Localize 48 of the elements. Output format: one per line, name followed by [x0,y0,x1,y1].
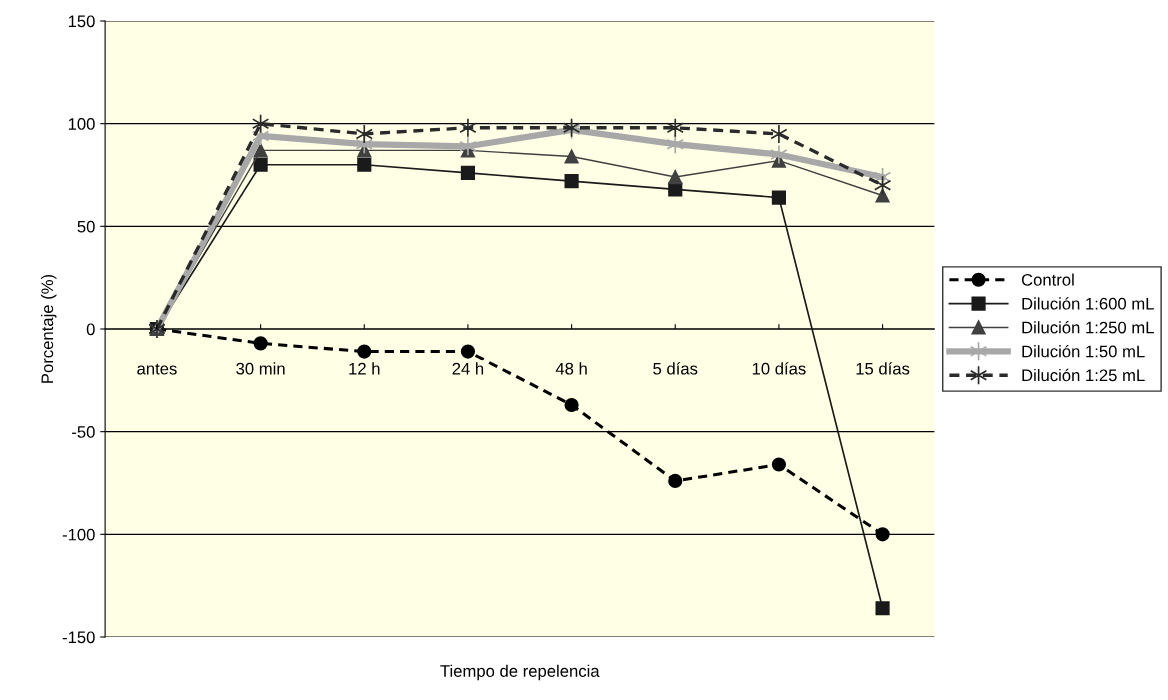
x-tick-label: 30 min [236,362,285,375]
point [459,136,477,157]
point [875,188,890,203]
point [355,124,373,144]
y-tick-label: 0 [86,323,95,336]
point [564,397,579,413]
legend-label: Control [1021,273,1074,286]
x-tick-label: 5 días [653,362,698,375]
x-tick-label: 24 h [452,362,484,375]
legend-label: Dilución 1:250 mL [1022,321,1154,334]
point [460,165,476,181]
legend-label: Dilución 1:600 mL [1022,297,1154,310]
y-axis-title: Porcentaje (%) [40,274,57,383]
y-tick-label: 50 [77,220,95,233]
y-tick-label: -50 [72,426,95,438]
y-tick-label: -100 [62,528,95,541]
point [771,457,786,472]
point [460,344,476,359]
x-tick-label: 48 h [555,362,587,375]
x-axis-title: Tiempo de repelencia [440,664,600,681]
legend-label: Dilución 1:50 mL [1022,344,1145,358]
point [668,473,683,489]
point [253,143,268,158]
y-tick-label: 150 [68,15,95,28]
point [770,124,788,144]
point [873,175,892,196]
y-tick-label: -150 [62,631,95,644]
point [459,117,477,138]
point [666,134,684,155]
point [253,157,268,172]
point [357,344,372,359]
legend-label: Dilución 1:25 mL [1022,368,1145,382]
point [875,601,890,616]
point [564,174,579,189]
x-tick-label: 12 h [349,362,380,375]
point [251,113,270,134]
point [253,336,268,351]
y-tick-label: 100 [68,118,95,130]
x-tick-label: 15 días [856,362,910,375]
point [666,117,684,138]
point [875,527,890,542]
point [564,149,579,164]
point [357,157,372,172]
point [771,190,786,205]
point [770,144,788,165]
x-tick-label: 10 días [752,362,806,375]
x-tick-label: antes [137,363,177,375]
point [668,169,683,185]
